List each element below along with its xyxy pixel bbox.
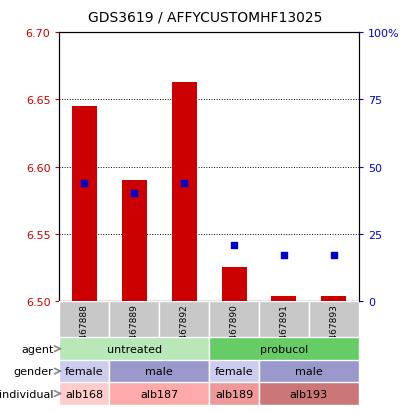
Bar: [271, 296, 296, 301]
Point: [330, 252, 336, 259]
Bar: [209, 338, 358, 360]
Bar: [159, 301, 209, 338]
Text: GSM467890: GSM467890: [229, 303, 238, 358]
Text: male: male: [145, 366, 173, 376]
Bar: [121, 180, 146, 301]
Bar: [59, 338, 209, 360]
Text: probucol: probucol: [259, 344, 307, 354]
Bar: [258, 301, 308, 338]
Text: GSM467891: GSM467891: [279, 303, 288, 358]
Bar: [59, 360, 109, 382]
Text: untreated: untreated: [106, 344, 162, 354]
Text: GSM467893: GSM467893: [328, 303, 337, 358]
Bar: [109, 382, 209, 405]
Text: GSM467892: GSM467892: [179, 303, 188, 358]
Point: [131, 191, 137, 197]
Text: male: male: [294, 366, 322, 376]
Bar: [109, 301, 159, 338]
Text: alb189: alb189: [214, 389, 252, 399]
Point: [81, 180, 88, 187]
Text: GSM467889: GSM467889: [130, 303, 138, 358]
Bar: [209, 360, 258, 382]
Text: individual: individual: [0, 389, 53, 399]
Bar: [59, 382, 109, 405]
Text: female: female: [65, 366, 103, 376]
Point: [230, 242, 237, 248]
Bar: [209, 382, 258, 405]
Bar: [209, 301, 258, 338]
Bar: [308, 301, 358, 338]
Text: agent: agent: [21, 344, 53, 354]
Point: [280, 252, 286, 259]
Bar: [109, 360, 209, 382]
Text: gender: gender: [13, 366, 53, 376]
Point: [180, 180, 187, 187]
Bar: [59, 301, 109, 338]
Bar: [171, 83, 196, 301]
Bar: [258, 360, 358, 382]
Bar: [72, 107, 97, 301]
Text: GSM467888: GSM467888: [80, 303, 89, 358]
Text: female: female: [214, 366, 253, 376]
Bar: [221, 268, 246, 301]
Text: GDS3619 / AFFYCUSTOMHF13025: GDS3619 / AFFYCUSTOMHF13025: [88, 10, 321, 24]
Text: alb187: alb187: [140, 389, 178, 399]
Text: alb193: alb193: [289, 389, 327, 399]
Text: alb168: alb168: [65, 389, 103, 399]
Bar: [321, 296, 346, 301]
Bar: [258, 382, 358, 405]
